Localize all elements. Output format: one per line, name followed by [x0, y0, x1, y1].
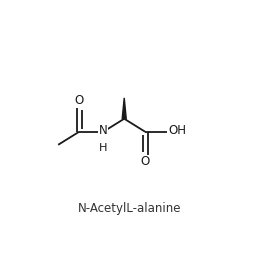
Text: H: H	[99, 143, 108, 153]
Text: N: N	[99, 124, 108, 137]
Text: N-AcetylL-alanine: N-AcetylL-alanine	[78, 202, 182, 215]
Text: OH: OH	[168, 124, 186, 137]
Text: O: O	[74, 94, 84, 107]
Text: O: O	[140, 155, 150, 168]
Polygon shape	[122, 98, 126, 119]
